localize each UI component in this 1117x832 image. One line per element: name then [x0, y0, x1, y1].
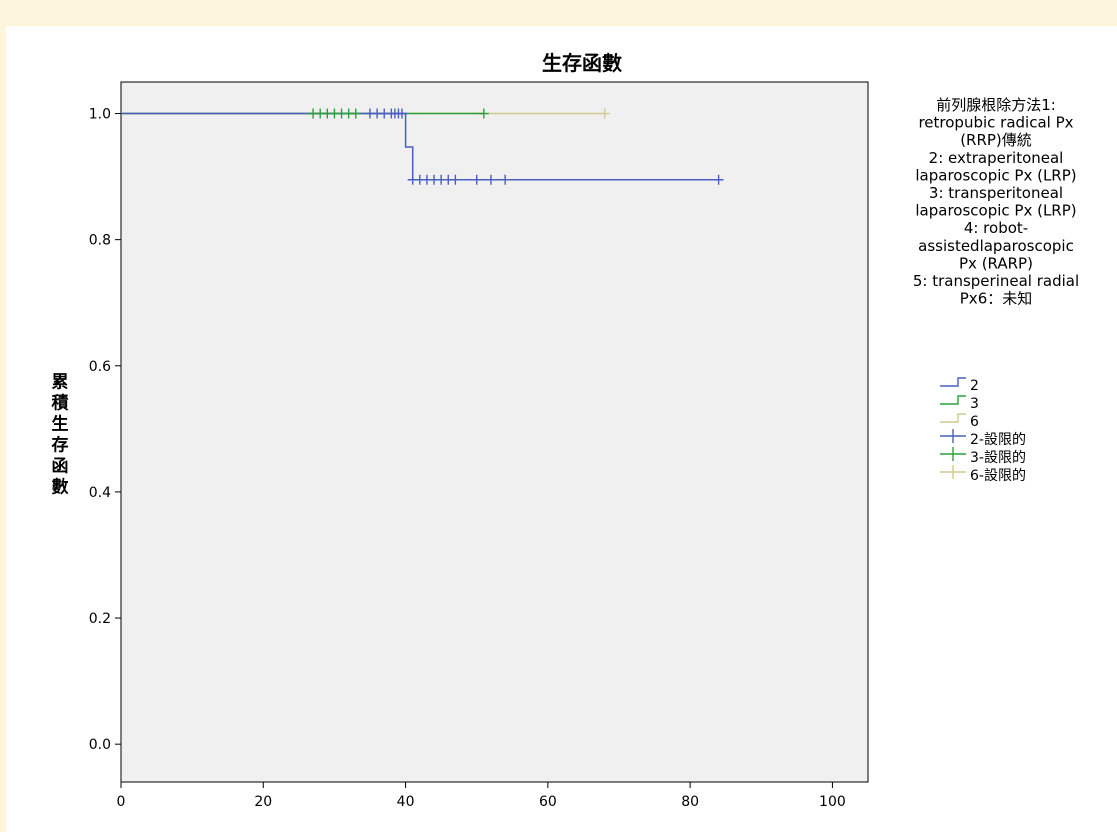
y-axis-label-char: 存 — [52, 435, 69, 456]
y-axis-label: 累積生存函數 — [52, 373, 70, 498]
y-axis-label-char: 生 — [52, 414, 69, 435]
x-tick-label: 60 — [539, 794, 557, 810]
legend-entry-label: 2 — [970, 378, 979, 394]
legend-title-line: (RRP)傳統 — [960, 131, 1032, 149]
chart-title: 生存函數 — [542, 51, 622, 75]
legend: 前列腺根除方法1:retropubic radical Px(RRP)傳統2: … — [913, 96, 1079, 484]
legend-title-line: 前列腺根除方法1: — [936, 96, 1056, 114]
censor-mark-3 — [350, 108, 361, 119]
legend-line-icon-6 — [940, 413, 966, 423]
censor-mark-2 — [397, 108, 408, 119]
x-tick-label: 40 — [397, 794, 415, 810]
y-tick-label: 0.0 — [89, 737, 111, 753]
legend-entry-label: 3-設限的 — [970, 450, 1026, 466]
legend-title-line: laparoscopic Px (LRP) — [915, 166, 1076, 184]
legend-censor-icon-2 — [940, 429, 966, 443]
legend-censor-icon-3 — [940, 447, 966, 461]
censor-mark-3 — [478, 108, 489, 119]
legend-title-line: Px6：未知 — [960, 290, 1032, 308]
axes: 0.0 0.2 0.4 0.6 0.8 1.0 0 20 40 60 80 100 — [89, 107, 846, 810]
censor-mark-2 — [500, 174, 511, 185]
y-tick-label: 1.0 — [89, 107, 111, 123]
y-tick-label: 0.6 — [89, 359, 111, 375]
legend-censor-icon-6 — [940, 465, 966, 479]
legend-entry-label: 6 — [970, 414, 979, 430]
legend-title-line: 3: transperitoneal — [929, 184, 1063, 202]
censor-mark-2 — [713, 174, 724, 185]
legend-entry-label: 6-設限的 — [970, 468, 1026, 484]
legend-title-line: Px (RARP) — [959, 254, 1033, 272]
plot-area — [120, 81, 869, 783]
censor-mark-2 — [485, 174, 496, 185]
x-tick-label: 20 — [254, 794, 272, 810]
censor-mark-2 — [471, 174, 482, 185]
y-tick-label: 0.8 — [89, 233, 111, 249]
legend-title-line: retropubic radical Px — [918, 114, 1073, 132]
legend-entry-label: 2-設限的 — [970, 432, 1026, 448]
legend-title-line: laparoscopic Px (LRP) — [915, 202, 1076, 220]
y-axis-label-char: 函 — [52, 457, 69, 477]
x-tick-label: 100 — [819, 794, 846, 810]
legend-line-icon-3 — [940, 395, 966, 405]
y-tick-label: 0.4 — [89, 485, 111, 501]
x-tick-label: 0 — [117, 794, 126, 810]
legend-entry-label: 3 — [970, 396, 979, 412]
censor-mark-2 — [450, 174, 461, 185]
y-axis-label-char: 積 — [52, 393, 70, 414]
legend-title-line: assistedlaparoscopic — [918, 237, 1074, 255]
legend-title-line: 5: transperineal radial — [913, 272, 1079, 290]
legend-line-icon-2 — [940, 377, 966, 387]
censor-mark-6 — [599, 108, 610, 119]
censor-marks — [308, 108, 724, 185]
x-tick-label: 80 — [681, 794, 699, 810]
y-axis-label-char: 累 — [52, 373, 69, 393]
y-tick-label: 0.2 — [89, 611, 111, 627]
legend-title-line: 4: robot- — [964, 219, 1028, 237]
y-axis-label-char: 數 — [52, 477, 69, 498]
legend-title-line: 2: extraperitoneal — [929, 149, 1064, 167]
